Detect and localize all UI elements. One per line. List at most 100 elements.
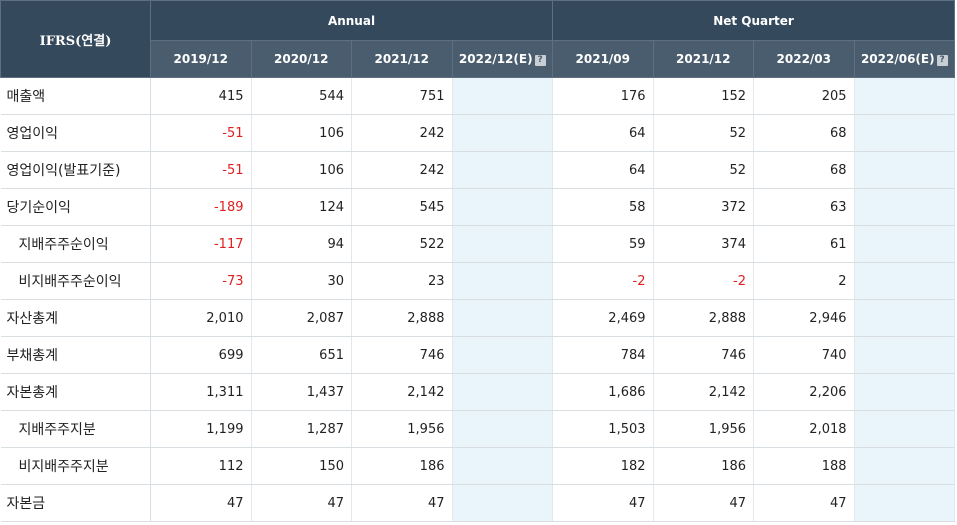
quarter-value-cell: [854, 447, 956, 485]
quarter-value-cell: 1,686: [552, 373, 654, 411]
annual-value-cell: -189: [150, 188, 252, 226]
quarter-value-cell: [854, 484, 956, 522]
table-row: 자산총계 2,010 2,087 2,888 2,469 2,888 2,946: [0, 299, 956, 337]
quarter-value-cell: [854, 151, 956, 189]
period-label: 2020/12: [274, 52, 329, 66]
annual-value-cell: [452, 114, 554, 152]
annual-value-cell: 242: [351, 114, 453, 152]
annual-value-cell: 2,888: [351, 299, 453, 337]
quarter-value-cell: [854, 114, 956, 152]
annual-value-cell: [452, 410, 554, 448]
annual-value-cell: [452, 262, 554, 300]
quarter-value-cell: 1,956: [653, 410, 755, 448]
annual-value-cell: 2,142: [351, 373, 453, 411]
quarter-value-cell: 47: [653, 484, 755, 522]
annual-value-cell: [452, 373, 554, 411]
row-label[interactable]: 당기순이익: [0, 188, 151, 226]
annual-value-cell: 2,087: [251, 299, 352, 337]
annual-value-cell: 124: [251, 188, 352, 226]
quarter-value-cell: 52: [653, 114, 755, 152]
annual-value-cell: 242: [351, 151, 453, 189]
quarter-value-cell: 64: [552, 114, 654, 152]
help-icon[interactable]: ?: [534, 55, 546, 66]
annual-value-cell: 1,287: [251, 410, 352, 448]
quarter-value-cell: 58: [552, 188, 654, 226]
quarter-value-cell: [854, 262, 956, 300]
quarter-period-header: 2022/03: [753, 40, 855, 78]
annual-value-cell: 30: [251, 262, 352, 300]
quarter-value-cell: 2,142: [653, 373, 755, 411]
quarter-value-cell: [854, 410, 956, 448]
period-label: 2022/06(E): [860, 52, 935, 66]
quarter-value-cell: [854, 77, 956, 115]
table-row: 자본금 47 47 47 47 47 47: [0, 484, 956, 522]
annual-value-cell: 94: [251, 225, 352, 263]
quarter-value-cell: 68: [753, 114, 855, 152]
annual-value-cell: 1,437: [251, 373, 352, 411]
quarter-value-cell: 182: [552, 447, 654, 485]
row-label[interactable]: 자본총계: [0, 373, 151, 411]
quarter-value-cell: 2: [753, 262, 855, 300]
annual-value-cell: 106: [251, 114, 352, 152]
annual-value-cell: -51: [150, 114, 252, 152]
row-label[interactable]: 영업이익: [0, 114, 151, 152]
annual-value-cell: 522: [351, 225, 453, 263]
row-label[interactable]: 자산총계: [0, 299, 151, 337]
annual-value-cell: [452, 336, 554, 374]
period-header-row: 2019/12 2020/12 2021/12 2022/12(E)? 2021/09 2…: [1, 40, 956, 78]
quarter-value-cell: 47: [753, 484, 855, 522]
quarter-period-header: 2021/12: [652, 40, 755, 78]
quarter-value-cell: -2: [653, 262, 755, 300]
annual-value-cell: 746: [351, 336, 453, 374]
period-label: 2021/12: [676, 52, 731, 66]
annual-value-cell: 545: [351, 188, 453, 226]
annual-value-cell: 186: [351, 447, 453, 485]
quarter-value-cell: 2,946: [753, 299, 855, 337]
annual-value-cell: 47: [351, 484, 453, 522]
quarter-value-cell: 52: [653, 151, 755, 189]
annual-period-header: 2019/12: [150, 40, 252, 78]
quarter-value-cell: 2,206: [753, 373, 855, 411]
annual-value-cell: [452, 225, 554, 263]
annual-value-cell: 23: [351, 262, 453, 300]
annual-value-cell: [452, 151, 554, 189]
quarter-value-cell: 186: [653, 447, 755, 485]
annual-value-cell: 1,956: [351, 410, 453, 448]
annual-value-cell: 47: [150, 484, 252, 522]
quarter-value-cell: [854, 373, 956, 411]
table-row: 자본총계 1,311 1,437 2,142 1,686 2,142 2,206: [0, 373, 956, 411]
annual-period-header: 2021/12: [351, 40, 453, 78]
row-label[interactable]: 영업이익(발표기준): [0, 151, 151, 189]
quarter-value-cell: 2,018: [753, 410, 855, 448]
table-row: 영업이익(발표기준) -51 106 242 64 52 68: [0, 151, 956, 189]
quarter-value-cell: 1,503: [552, 410, 654, 448]
annual-value-cell: 1,199: [150, 410, 252, 448]
annual-value-cell: -117: [150, 225, 252, 263]
table-row: 지배주주지분 1,199 1,287 1,956 1,503 1,956 2,018: [0, 410, 956, 448]
quarter-value-cell: 63: [753, 188, 855, 226]
row-label[interactable]: 매출액: [0, 77, 151, 115]
quarter-value-cell: 47: [552, 484, 654, 522]
quarter-value-cell: 59: [552, 225, 654, 263]
annual-value-cell: -73: [150, 262, 252, 300]
quarter-value-cell: 2,888: [653, 299, 755, 337]
table-row: 지배주주순이익 -117 94 522 59 374 61: [0, 225, 956, 263]
annual-value-cell: 2,010: [150, 299, 252, 337]
quarter-value-cell: 374: [653, 225, 755, 263]
annual-value-cell: 1,311: [150, 373, 252, 411]
quarter-value-cell: 64: [552, 151, 654, 189]
annual-value-cell: 651: [251, 336, 352, 374]
annual-value-cell: 544: [251, 77, 352, 115]
row-label[interactable]: 자본금: [0, 484, 151, 522]
annual-period-header: 2022/12(E)?: [451, 40, 554, 78]
quarter-value-cell: 176: [552, 77, 654, 115]
quarter-value-cell: -2: [552, 262, 654, 300]
quarter-value-cell: 2,469: [552, 299, 654, 337]
row-label[interactable]: 부채총계: [0, 336, 151, 374]
quarter-value-cell: 746: [653, 336, 755, 374]
annual-group-header: Annual: [149, 0, 554, 41]
help-icon[interactable]: ?: [936, 55, 948, 66]
period-label: 2021/09: [575, 52, 630, 66]
annual-value-cell: [452, 299, 554, 337]
